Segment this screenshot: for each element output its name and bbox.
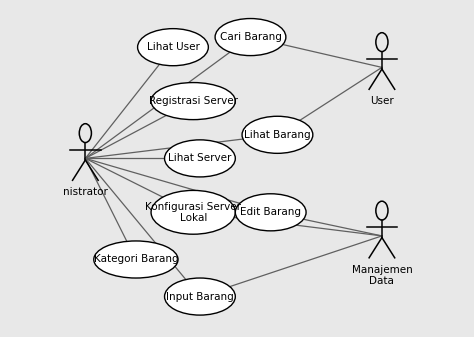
Ellipse shape xyxy=(94,241,178,278)
Ellipse shape xyxy=(242,116,313,153)
Ellipse shape xyxy=(151,83,235,120)
Ellipse shape xyxy=(215,19,286,56)
Text: Lihat User: Lihat User xyxy=(146,42,200,52)
Text: Edit Barang: Edit Barang xyxy=(240,207,301,217)
Text: User: User xyxy=(370,96,394,106)
Ellipse shape xyxy=(235,194,306,231)
Text: Cari Barang: Cari Barang xyxy=(219,32,282,42)
Text: Manajemen
Data: Manajemen Data xyxy=(352,265,412,286)
Text: Kategori Barang: Kategori Barang xyxy=(93,254,178,265)
Ellipse shape xyxy=(151,190,235,234)
Ellipse shape xyxy=(164,278,235,315)
Text: nistrator: nistrator xyxy=(63,187,108,197)
Text: Konfigurasi Server
Lokal: Konfigurasi Server Lokal xyxy=(145,202,241,223)
Text: Input Barang: Input Barang xyxy=(166,292,234,302)
Text: Lihat Server: Lihat Server xyxy=(168,153,232,163)
Ellipse shape xyxy=(137,29,209,66)
Text: Registrasi Server: Registrasi Server xyxy=(149,96,237,106)
Text: Lihat Barang: Lihat Barang xyxy=(244,130,311,140)
Ellipse shape xyxy=(164,140,235,177)
